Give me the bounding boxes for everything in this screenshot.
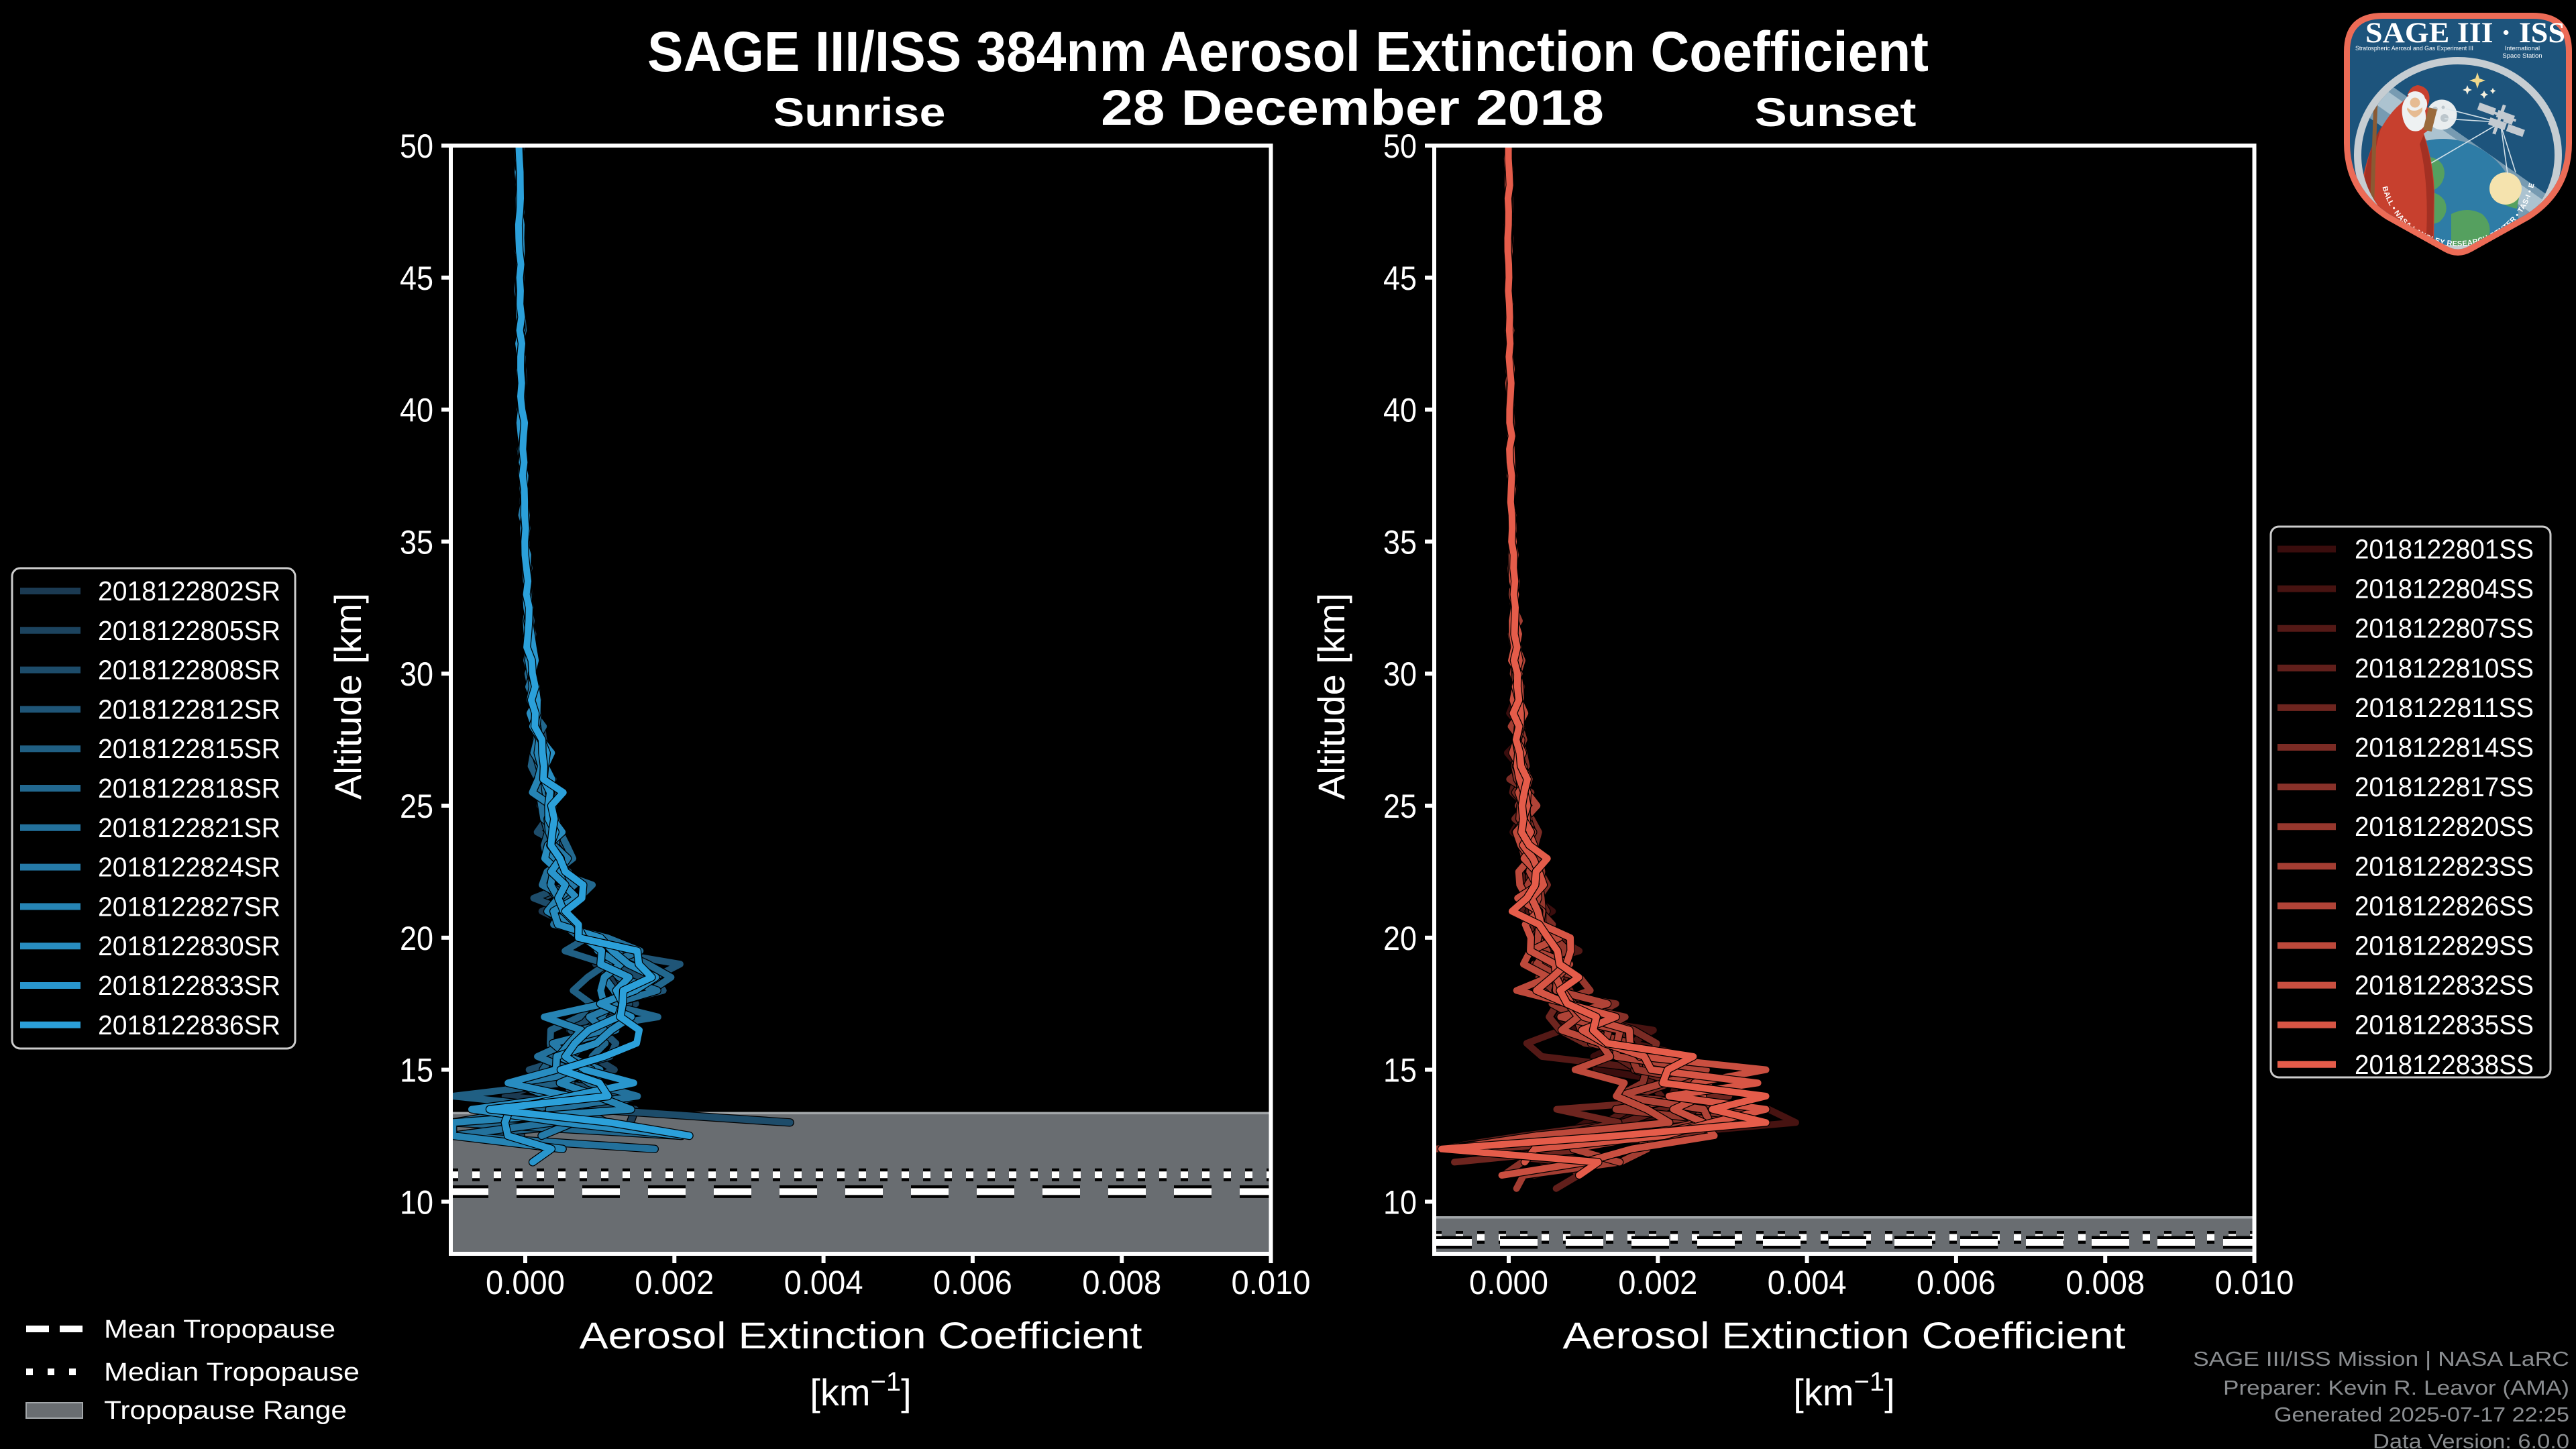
svg-text:0.010: 0.010 bbox=[1232, 1264, 1311, 1301]
svg-text:25: 25 bbox=[400, 788, 433, 825]
svg-text:35: 35 bbox=[1383, 523, 1417, 561]
svg-text:2018122810SS: 2018122810SS bbox=[2355, 653, 2534, 684]
svg-text:0.000: 0.000 bbox=[1469, 1264, 1548, 1301]
svg-text:Median Tropopause: Median Tropopause bbox=[104, 1358, 360, 1387]
svg-text:Tropopause Range: Tropopause Range bbox=[104, 1397, 347, 1425]
svg-text:Data Version: 6.0.0: Data Version: 6.0.0 bbox=[2373, 1430, 2569, 1449]
svg-text:Stratospheric Aerosol and Gas: Stratospheric Aerosol and Gas Experiment… bbox=[2355, 45, 2473, 52]
svg-text:SAGE III · ISS: SAGE III · ISS bbox=[2365, 17, 2565, 49]
svg-text:International: International bbox=[2505, 45, 2540, 52]
svg-text:40: 40 bbox=[1383, 392, 1417, 429]
svg-text:2018122820SS: 2018122820SS bbox=[2355, 811, 2534, 842]
svg-text:35: 35 bbox=[400, 523, 433, 561]
svg-text:[km−1]: [km−1] bbox=[1793, 1367, 1894, 1413]
svg-text:Sunset: Sunset bbox=[1755, 90, 1917, 135]
svg-text:45: 45 bbox=[400, 260, 433, 297]
svg-text:0.006: 0.006 bbox=[933, 1264, 1012, 1301]
svg-text:2018122838SS: 2018122838SS bbox=[2355, 1049, 2534, 1080]
svg-text:2018122815SR: 2018122815SR bbox=[98, 733, 280, 764]
svg-text:15: 15 bbox=[1383, 1052, 1417, 1089]
svg-text:10: 10 bbox=[1383, 1183, 1417, 1221]
svg-text:0.008: 0.008 bbox=[2065, 1264, 2145, 1301]
svg-text:2018122826SS: 2018122826SS bbox=[2355, 890, 2534, 921]
svg-text:2018122829SS: 2018122829SS bbox=[2355, 930, 2534, 961]
svg-text:2018122830SR: 2018122830SR bbox=[98, 930, 280, 961]
svg-text:Space Station: Space Station bbox=[2502, 52, 2542, 60]
svg-text:0.006: 0.006 bbox=[1917, 1264, 1996, 1301]
svg-text:50: 50 bbox=[1383, 127, 1417, 165]
svg-text:Altitude [km]: Altitude [km] bbox=[327, 593, 369, 800]
svg-text:0.002: 0.002 bbox=[635, 1264, 714, 1301]
svg-text:2018122818SR: 2018122818SR bbox=[98, 773, 280, 804]
svg-text:SAGE III/ISS Mission | NASA La: SAGE III/ISS Mission | NASA LaRC bbox=[2193, 1347, 2569, 1371]
svg-text:28 December 2018: 28 December 2018 bbox=[1101, 80, 1604, 136]
svg-text:2018122811SS: 2018122811SS bbox=[2355, 692, 2534, 723]
svg-text:0.010: 0.010 bbox=[2215, 1264, 2294, 1301]
svg-text:0.008: 0.008 bbox=[1082, 1264, 1161, 1301]
svg-text:2018122805SR: 2018122805SR bbox=[98, 615, 280, 646]
svg-text:Aerosol Extinction Coefficient: Aerosol Extinction Coefficient bbox=[580, 1314, 1143, 1356]
svg-text:2018122832SS: 2018122832SS bbox=[2355, 970, 2534, 1001]
svg-text:2018122836SR: 2018122836SR bbox=[98, 1010, 280, 1040]
svg-text:2018122824SR: 2018122824SR bbox=[98, 852, 280, 883]
svg-text:2018122801SS: 2018122801SS bbox=[2355, 534, 2534, 565]
svg-text:30: 30 bbox=[1383, 655, 1417, 693]
svg-text:20: 20 bbox=[400, 920, 433, 957]
svg-text:2018122833SR: 2018122833SR bbox=[98, 970, 280, 1001]
svg-text:2018122817SS: 2018122817SS bbox=[2355, 771, 2534, 802]
svg-text:20: 20 bbox=[1383, 920, 1417, 957]
svg-text:Preparer: Kevin R. Leavor (AMA: Preparer: Kevin R. Leavor (AMA) bbox=[2223, 1376, 2569, 1399]
svg-text:2018122807SS: 2018122807SS bbox=[2355, 613, 2534, 644]
svg-text:2018122812SR: 2018122812SR bbox=[98, 694, 280, 724]
svg-text:Aerosol Extinction Coefficient: Aerosol Extinction Coefficient bbox=[1563, 1314, 2127, 1356]
svg-text:25: 25 bbox=[1383, 788, 1417, 825]
svg-text:2018122823SS: 2018122823SS bbox=[2355, 851, 2534, 881]
svg-text:2018122802SR: 2018122802SR bbox=[98, 576, 280, 606]
svg-text:50: 50 bbox=[400, 127, 433, 165]
svg-text:2018122835SS: 2018122835SS bbox=[2355, 1010, 2534, 1040]
svg-text:40: 40 bbox=[400, 392, 433, 429]
svg-text:0.004: 0.004 bbox=[784, 1264, 863, 1301]
svg-text:0.002: 0.002 bbox=[1618, 1264, 1697, 1301]
svg-text:2018122821SR: 2018122821SR bbox=[98, 812, 280, 843]
svg-text:10: 10 bbox=[400, 1183, 433, 1221]
svg-text:0.004: 0.004 bbox=[1768, 1264, 1847, 1301]
svg-text:2018122808SR: 2018122808SR bbox=[98, 655, 280, 686]
svg-text:[km−1]: [km−1] bbox=[810, 1367, 911, 1413]
svg-text:0.000: 0.000 bbox=[486, 1264, 565, 1301]
svg-text:2018122814SS: 2018122814SS bbox=[2355, 732, 2534, 763]
svg-text:Sunrise: Sunrise bbox=[773, 90, 946, 135]
svg-text:2018122804SS: 2018122804SS bbox=[2355, 574, 2534, 604]
svg-text:Altitude [km]: Altitude [km] bbox=[1310, 593, 1352, 800]
svg-text:45: 45 bbox=[1383, 260, 1417, 297]
svg-text:Mean Tropopause: Mean Tropopause bbox=[104, 1316, 335, 1344]
svg-text:Generated 2025-07-17 22:25: Generated 2025-07-17 22:25 bbox=[2274, 1403, 2569, 1426]
svg-text:2018122827SR: 2018122827SR bbox=[98, 891, 280, 922]
svg-text:30: 30 bbox=[400, 655, 433, 693]
svg-text:15: 15 bbox=[400, 1052, 433, 1089]
svg-text:SAGE III/ISS 384nm Aerosol Ext: SAGE III/ISS 384nm Aerosol Extinction Co… bbox=[647, 20, 1929, 83]
